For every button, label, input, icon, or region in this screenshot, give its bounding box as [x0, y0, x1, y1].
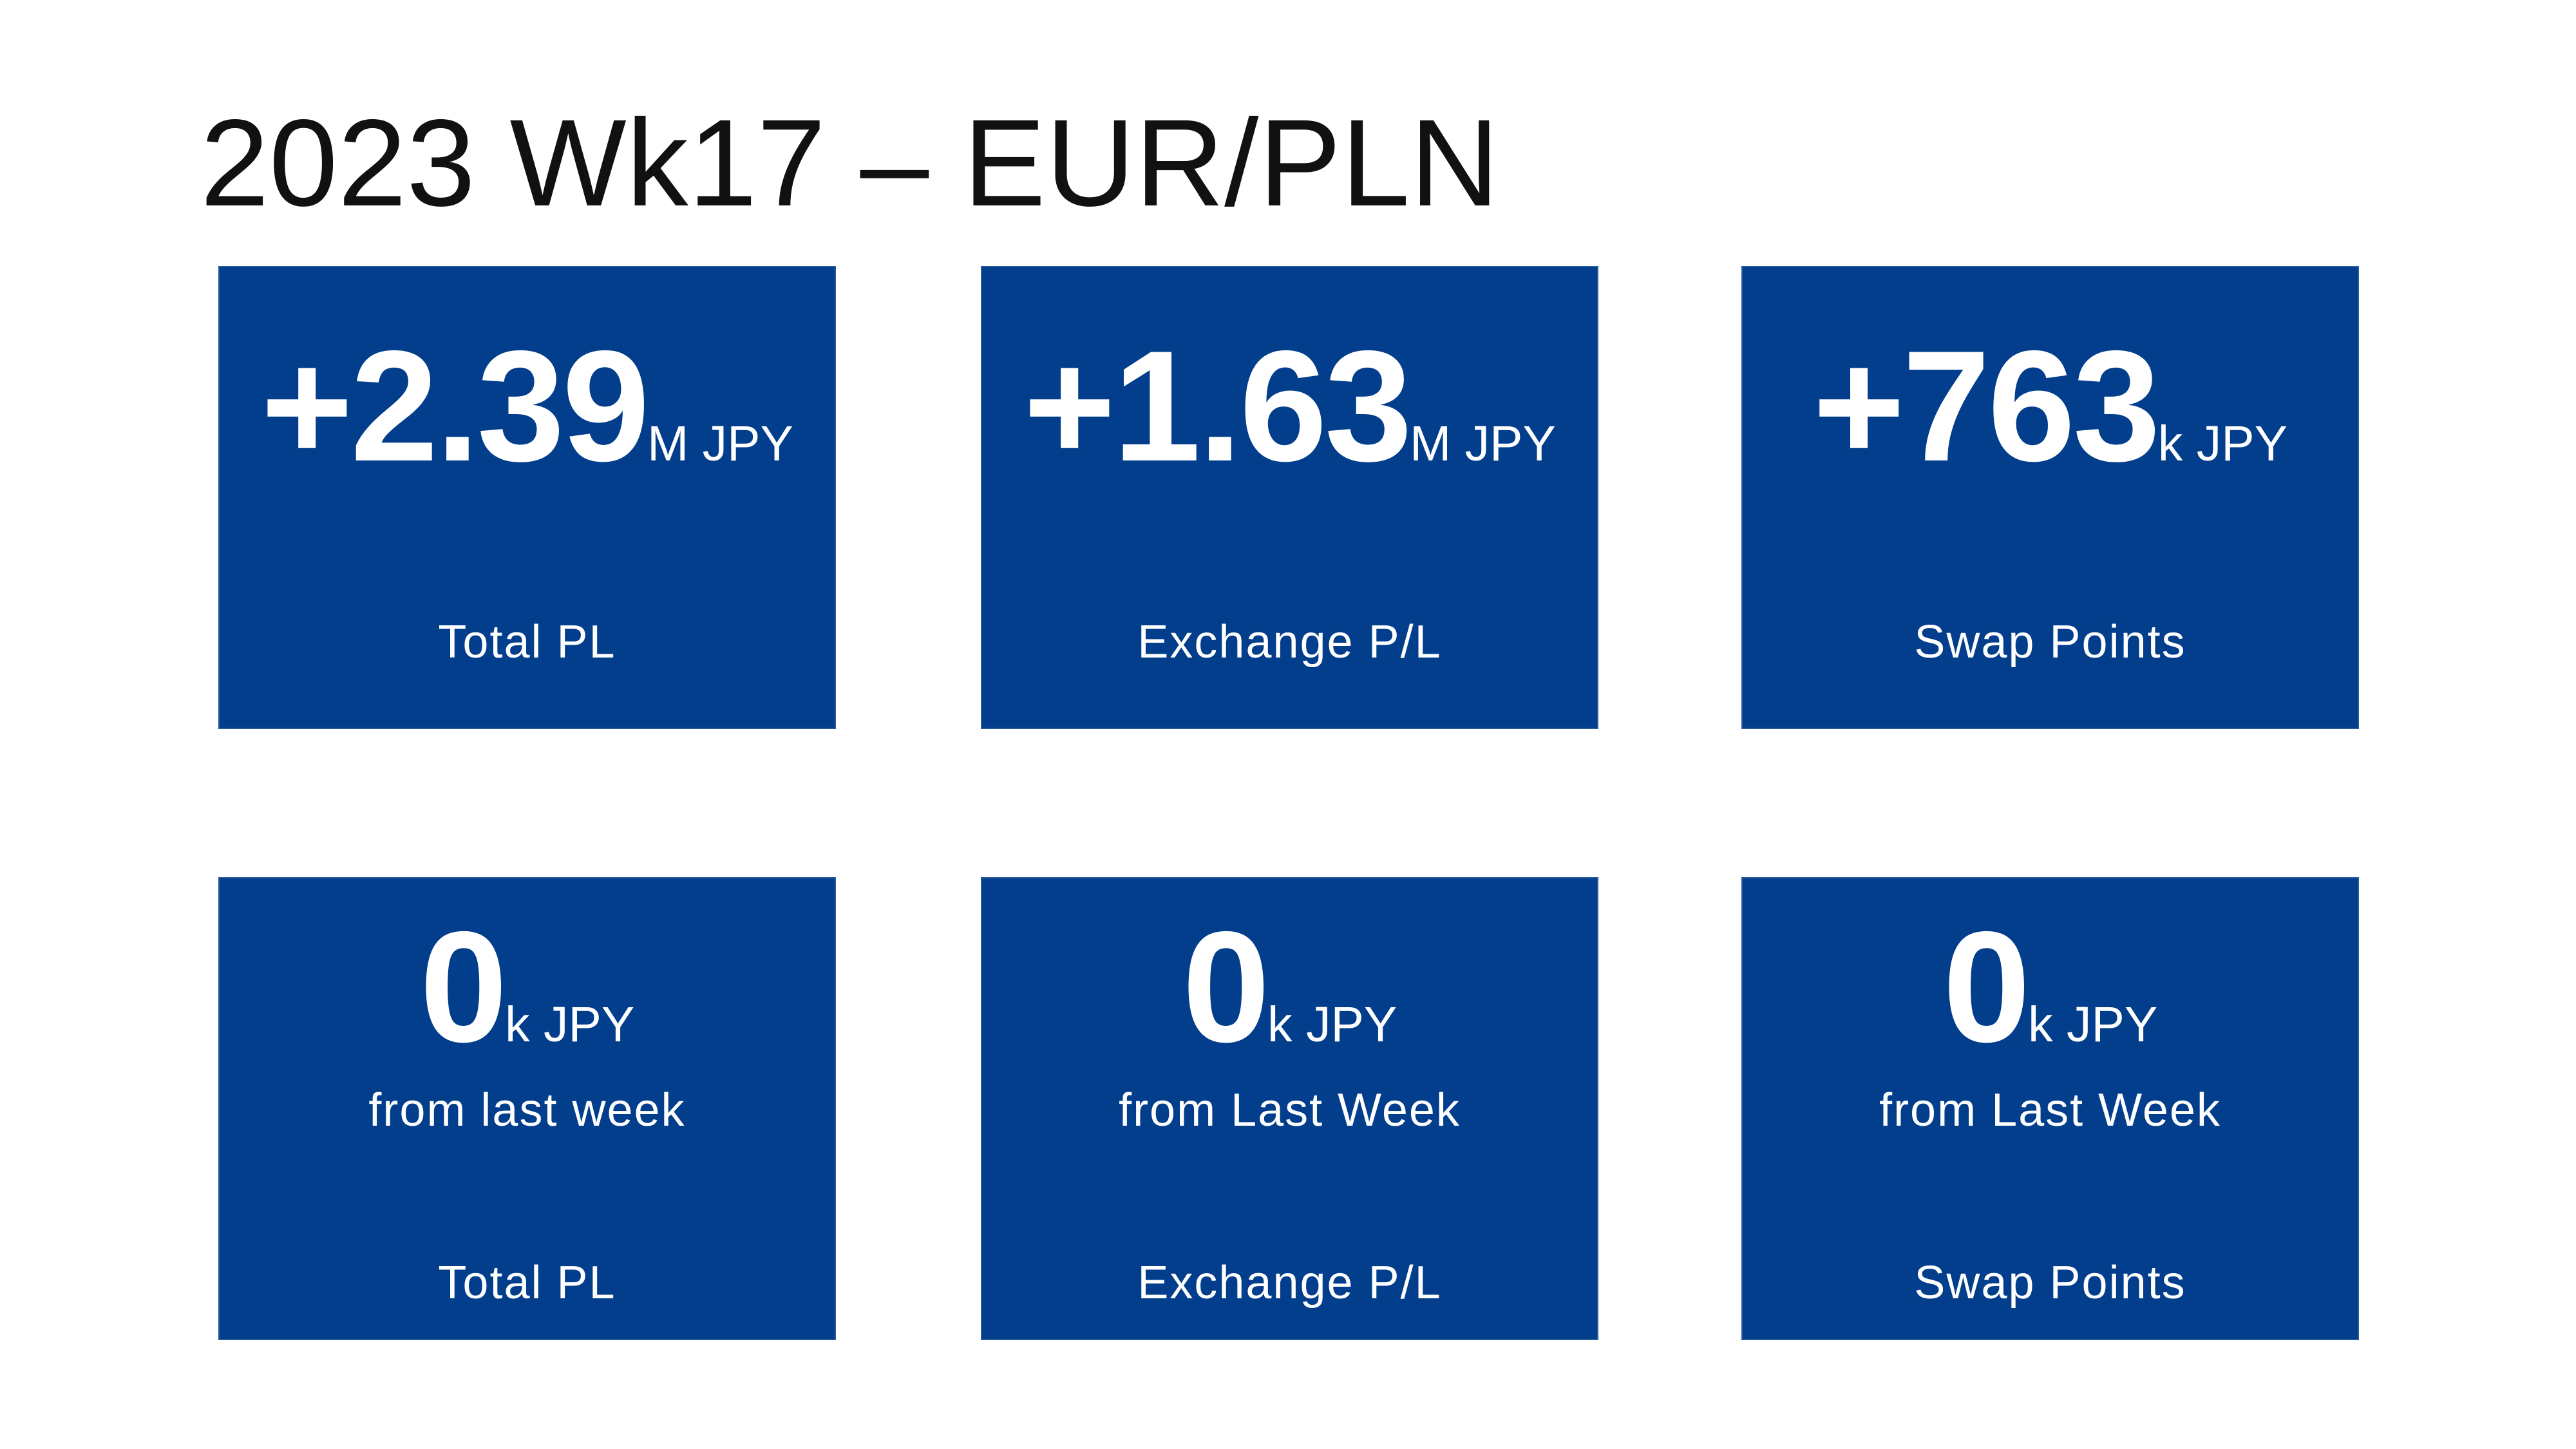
- change-card: 0k JPY from last week Total PL: [218, 877, 836, 1340]
- value-line: +763k JPY: [1743, 327, 2358, 485]
- value: 0: [1942, 898, 2031, 1075]
- card-label: Exchange P/L: [1137, 616, 1442, 668]
- total-card: +763k JPY Swap Points: [1741, 266, 2359, 729]
- value-line: 0k JPY: [982, 908, 1597, 1066]
- value-line: 0k JPY: [220, 908, 835, 1066]
- unit: M JPY: [647, 416, 793, 471]
- unit: k JPY: [2157, 416, 2287, 471]
- value: +763: [1813, 317, 2161, 494]
- value-line: +1.63M JPY: [982, 327, 1597, 485]
- card-label: Swap Points: [1914, 616, 2186, 668]
- change-card: 0k JPY from Last Week Exchange P/L: [981, 877, 1598, 1340]
- value: 0: [419, 898, 507, 1075]
- unit: k JPY: [2028, 997, 2158, 1052]
- card-note: from Last Week: [1119, 1084, 1461, 1136]
- card-label: Total PL: [438, 1257, 616, 1309]
- value: +2.39: [261, 317, 650, 494]
- value: +1.63: [1023, 317, 1412, 494]
- total-card: +1.63M JPY Exchange P/L: [981, 266, 1598, 729]
- card-note: from last week: [368, 1084, 686, 1136]
- card-label: Exchange P/L: [1137, 1257, 1442, 1309]
- unit: k JPY: [1267, 997, 1397, 1052]
- value-line: 0k JPY: [1743, 908, 2358, 1066]
- change-card: 0k JPY from Last Week Swap Points: [1741, 877, 2359, 1340]
- card-label: Total PL: [438, 616, 616, 668]
- card-label: Swap Points: [1914, 1257, 2186, 1309]
- unit: M JPY: [1410, 416, 1556, 471]
- value: 0: [1182, 898, 1270, 1075]
- page-title: 2023 Wk17 – EUR/PLN: [200, 93, 1499, 232]
- unit: k JPY: [505, 997, 635, 1052]
- card-note: from Last Week: [1879, 1084, 2221, 1136]
- value-line: +2.39M JPY: [220, 327, 835, 485]
- total-card: +2.39M JPY Total PL: [218, 266, 836, 729]
